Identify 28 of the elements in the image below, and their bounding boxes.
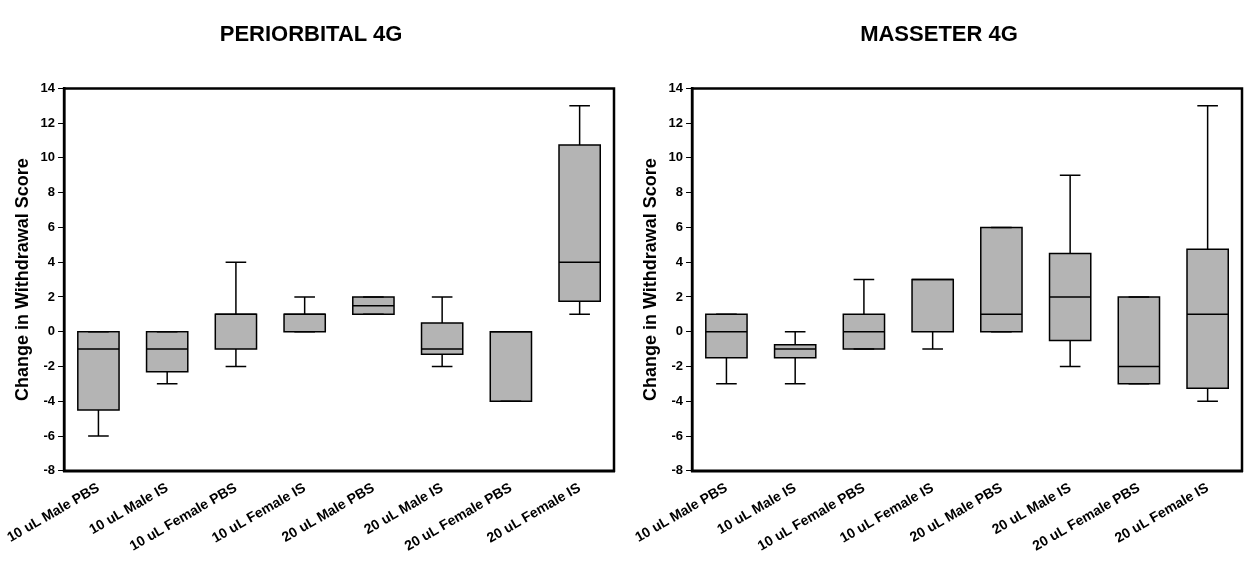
- y-tick-label: 6: [675, 219, 684, 235]
- y-tick-label: -8: [671, 462, 684, 478]
- y-tick-label: -4: [43, 392, 56, 408]
- y-tick-label: -6: [43, 427, 56, 443]
- y-tick-label: -6: [671, 427, 684, 443]
- y-tick-label: 8: [47, 184, 56, 200]
- y-tick-label: 12: [40, 114, 56, 130]
- y-tick-label: 2: [47, 288, 56, 304]
- y-tick-label: 0: [675, 323, 684, 339]
- y-tick-label: -4: [671, 392, 684, 408]
- chart-title: MASSETER 4G: [860, 21, 1018, 47]
- y-tick-label: 6: [47, 219, 56, 235]
- y-tick-label: -2: [671, 358, 684, 374]
- y-tick-label: 14: [40, 79, 56, 95]
- chart-title: PERIORBITAL 4G: [219, 21, 403, 47]
- y-tick-label: 12: [668, 114, 684, 130]
- y-tick-label: 8: [675, 184, 684, 200]
- y-tick-label: -2: [43, 358, 56, 374]
- y-tick-label: 0: [47, 323, 56, 339]
- y-tick-label: 2: [675, 288, 684, 304]
- y-tick-label: 14: [668, 79, 684, 95]
- y-tick-label: 4: [675, 253, 684, 269]
- y-tick-label: 10: [668, 149, 684, 165]
- y-tick-label: -8: [43, 462, 56, 478]
- y-tick-label: 4: [47, 253, 56, 269]
- y-tick-label: 10: [40, 149, 56, 165]
- y-axis-title: Change in Withdrawal Score: [11, 158, 32, 402]
- y-axis-title: Change in Withdrawal Score: [639, 158, 660, 402]
